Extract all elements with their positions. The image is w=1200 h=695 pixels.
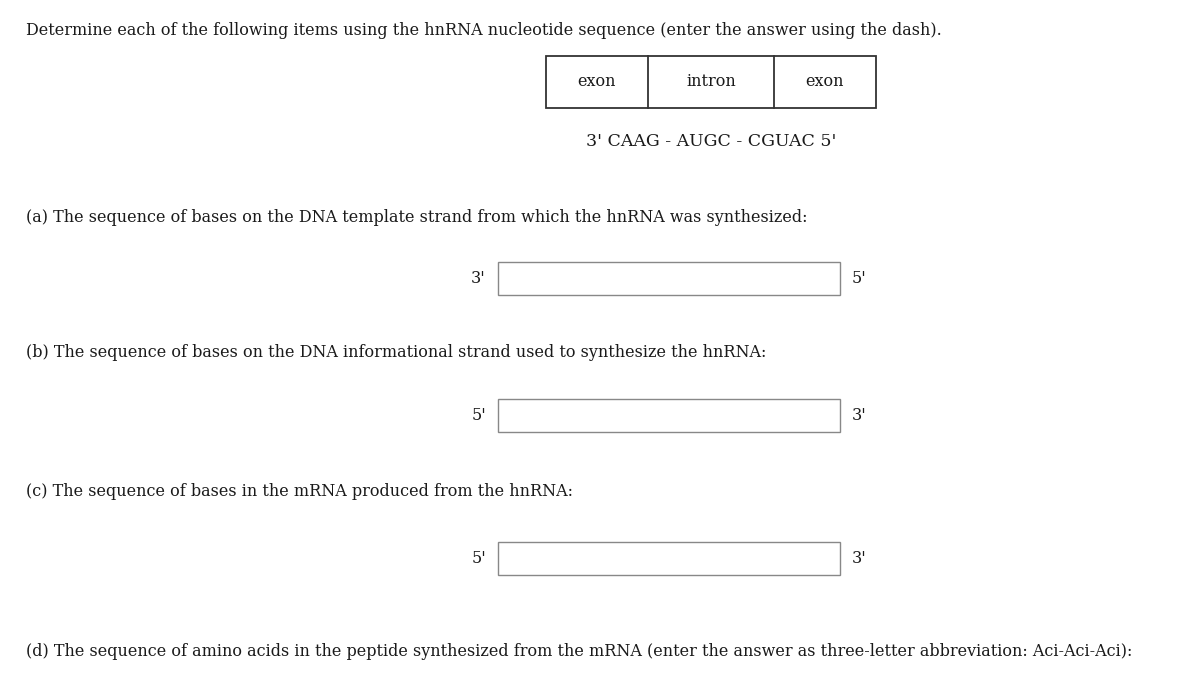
Text: (a) The sequence of bases on the DNA template strand from which the hnRNA was sy: (a) The sequence of bases on the DNA tem… <box>26 208 808 225</box>
Text: 3': 3' <box>852 407 866 424</box>
Text: intron: intron <box>686 73 736 90</box>
Text: 3': 3' <box>852 550 866 567</box>
FancyBboxPatch shape <box>498 399 840 432</box>
FancyBboxPatch shape <box>498 262 840 295</box>
Text: 5': 5' <box>852 270 866 287</box>
Text: Determine each of the following items using the hnRNA nucleotide sequence (enter: Determine each of the following items us… <box>26 22 942 39</box>
Text: (b) The sequence of bases on the DNA informational strand used to synthesize the: (b) The sequence of bases on the DNA inf… <box>26 344 767 361</box>
Text: 5': 5' <box>472 550 486 567</box>
Text: 3': 3' <box>472 270 486 287</box>
Text: (c) The sequence of bases in the mRNA produced from the hnRNA:: (c) The sequence of bases in the mRNA pr… <box>26 483 574 500</box>
Text: 3' CAAG - AUGC - CGUAC 5': 3' CAAG - AUGC - CGUAC 5' <box>586 133 836 149</box>
FancyBboxPatch shape <box>546 56 876 108</box>
Text: (d) The sequence of amino acids in the peptide synthesized from the mRNA (enter : (d) The sequence of amino acids in the p… <box>26 643 1133 660</box>
Text: exon: exon <box>577 73 617 90</box>
Text: 5': 5' <box>472 407 486 424</box>
FancyBboxPatch shape <box>498 542 840 575</box>
Text: exon: exon <box>805 73 845 90</box>
